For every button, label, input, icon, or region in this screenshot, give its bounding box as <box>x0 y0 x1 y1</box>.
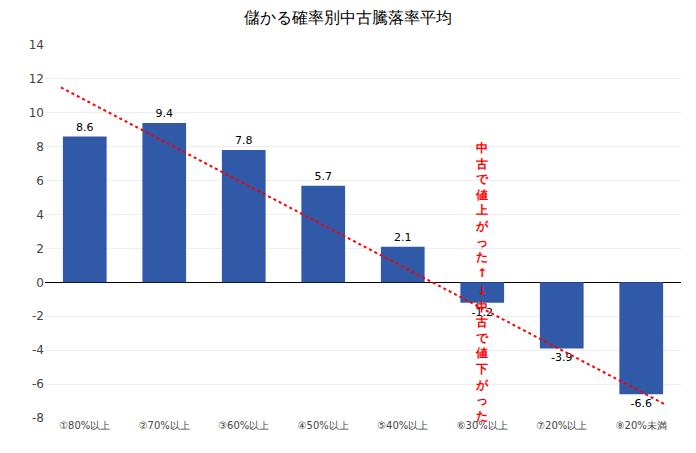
svg-text:9.4: 9.4 <box>156 107 174 120</box>
svg-text:中古で値上がった↑: 中古で値上がった↑ <box>475 141 489 280</box>
svg-text:0: 0 <box>36 276 44 290</box>
svg-text:⑤40%以上: ⑤40%以上 <box>377 420 428 431</box>
svg-text:①80%以上: ①80%以上 <box>59 420 110 431</box>
svg-text:③60%以上: ③60%以上 <box>218 420 269 431</box>
svg-text:14: 14 <box>29 38 44 52</box>
svg-text:-4: -4 <box>32 343 44 357</box>
svg-text:↓中古で値下がった: ↓中古で値下がった <box>475 284 489 423</box>
svg-text:-2: -2 <box>32 309 44 323</box>
svg-text:-8: -8 <box>32 411 44 425</box>
svg-text:儲かる確率別中古騰落率平均: 儲かる確率別中古騰落率平均 <box>244 8 452 27</box>
svg-text:4: 4 <box>36 208 44 222</box>
svg-text:5.7: 5.7 <box>315 170 333 183</box>
svg-text:8: 8 <box>36 140 44 154</box>
svg-text:⑥30%以上: ⑥30%以上 <box>457 420 508 431</box>
svg-text:-1.2: -1.2 <box>472 306 493 319</box>
svg-text:6: 6 <box>36 174 44 188</box>
svg-text:-6: -6 <box>32 377 44 391</box>
svg-text:2.1: 2.1 <box>394 231 412 244</box>
svg-text:10: 10 <box>29 106 44 120</box>
svg-text:-3.9: -3.9 <box>551 351 572 364</box>
svg-text:⑧20%未満: ⑧20%未満 <box>616 420 667 431</box>
svg-text:⑦20%以上: ⑦20%以上 <box>536 420 587 431</box>
svg-text:2: 2 <box>36 242 44 256</box>
svg-text:④50%以上: ④50%以上 <box>298 420 349 431</box>
svg-text:②70%以上: ②70%以上 <box>139 420 190 431</box>
svg-text:12: 12 <box>29 72 44 86</box>
svg-text:8.6: 8.6 <box>76 121 94 134</box>
svg-text:7.8: 7.8 <box>235 134 253 147</box>
svg-text:-6.6: -6.6 <box>631 397 652 410</box>
